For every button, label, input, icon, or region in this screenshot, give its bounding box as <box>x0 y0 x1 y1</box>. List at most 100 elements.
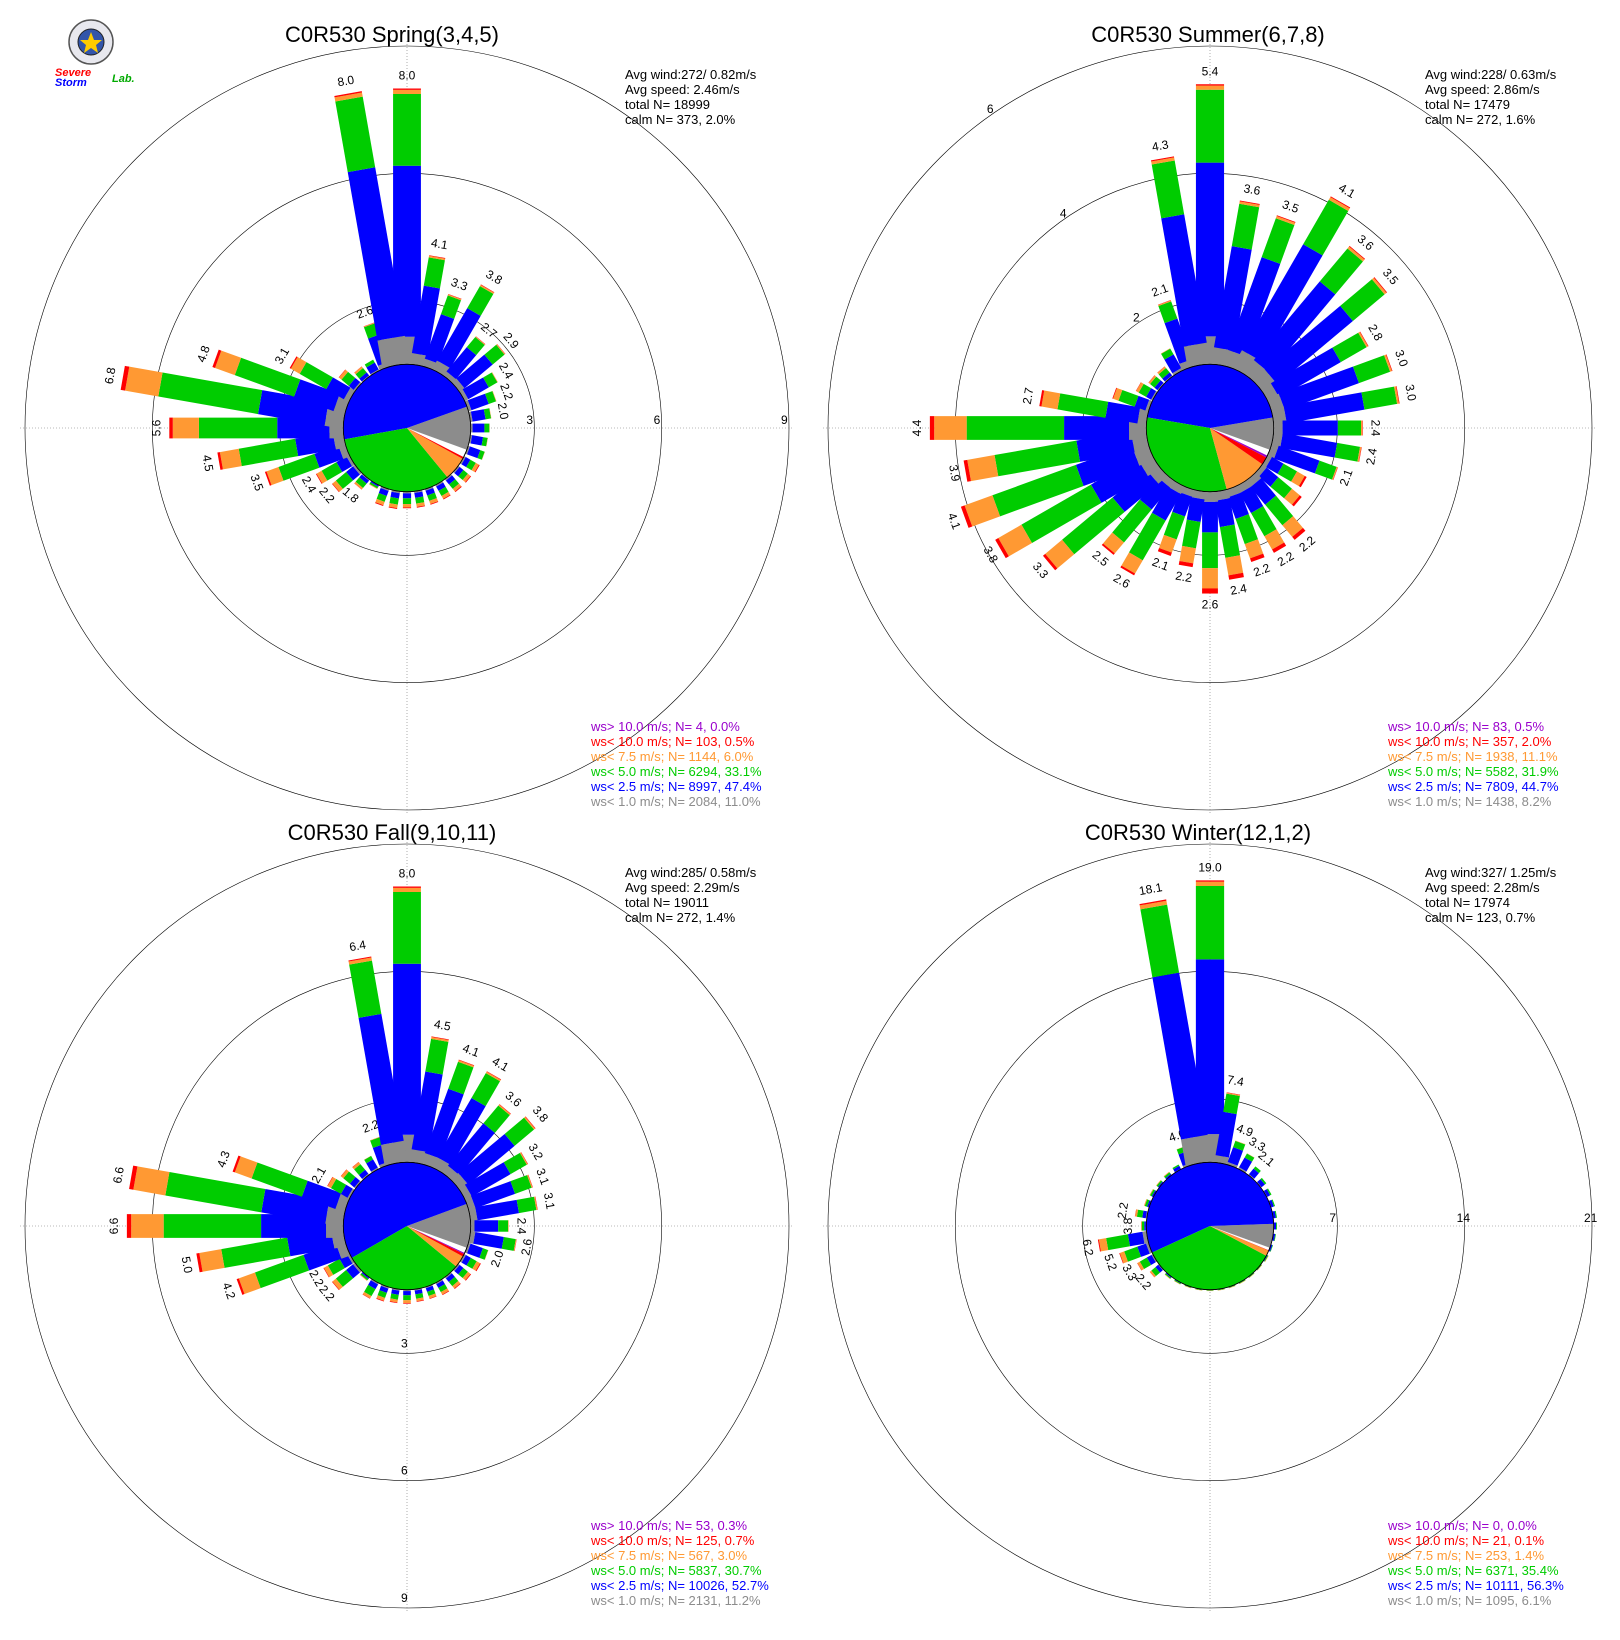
bar-segment-lt25 <box>1215 1111 1237 1158</box>
bar-segment-lt5 <box>1314 460 1337 480</box>
bar-data-label: 4.1 <box>430 236 449 253</box>
legend: ws> 10.0 m/s; N= 83, 0.5% ws< 10.0 m/s; … <box>1387 719 1559 809</box>
bar-segment-lt5 <box>458 470 468 481</box>
calm-pie-outline <box>342 1161 472 1291</box>
bar-segment-lt1 <box>1137 407 1149 425</box>
bar-segment-lt5 <box>992 464 1084 517</box>
bar-segment-lt25 <box>436 482 446 491</box>
stat-avg-wind: Avg wind:228/ 0.63m/s <box>1425 67 1557 82</box>
bar-data-label: 5.2 <box>1101 1252 1120 1273</box>
bar-segment-lt5 <box>477 450 485 460</box>
bar-segment-lt1 <box>442 1165 460 1183</box>
bar-segment-lt5 <box>1140 904 1180 978</box>
bar-segment-lt1 <box>432 360 451 377</box>
bar-segment-lt25 <box>346 1264 360 1279</box>
bar-segment-lt75 <box>1121 552 1143 574</box>
bar-data-label: 2.2 <box>1115 1201 1132 1220</box>
bar-data-label: 4.8 <box>194 343 213 364</box>
bar-segment-lt75 <box>471 462 479 472</box>
bar-segment-lt1 <box>332 430 346 450</box>
bar-segment-lt25 <box>361 1272 370 1279</box>
panel-title: C0R530 Summer(6,7,8) <box>1091 22 1325 47</box>
bar-segment-lt25 <box>358 1169 369 1179</box>
stat-calm-n: calm N= 123, 0.7% <box>1425 910 1536 925</box>
bar-segment-lt5 <box>1261 218 1295 264</box>
bar-segment-lt75 <box>323 1265 334 1278</box>
bar-data-label: 2.9 <box>500 330 522 352</box>
bar-segment-lt5 <box>254 1254 310 1289</box>
bar-segment-lt25 <box>359 474 370 484</box>
bar-data-label: 3.0 <box>1402 383 1419 402</box>
bar-segment-lt25 <box>414 491 424 498</box>
bar-segment-lt75 <box>376 1295 386 1301</box>
ring-label: 9 <box>781 413 788 427</box>
bar-segment-lt25 <box>370 481 379 487</box>
bar-segment-lt75 <box>1264 529 1285 550</box>
calm-pie-slice-lt5 <box>1152 1226 1267 1290</box>
bar-segment-lt25 <box>1239 1157 1253 1172</box>
bar-segment-lt25 <box>461 1254 471 1266</box>
bar-segment-lt75 <box>352 1162 361 1170</box>
calm-pie-slice-lt25 <box>343 1162 467 1258</box>
bar-data-label: 3.8 <box>1121 1217 1135 1234</box>
bar-segment-lt75 <box>332 480 343 492</box>
ring-label: 7 <box>1329 1211 1336 1225</box>
bar-data-label: 3.3 <box>449 275 470 294</box>
bar-segment-lt5 <box>425 1038 449 1075</box>
stat-avg-speed: Avg speed: 2.86m/s <box>1425 82 1540 97</box>
bar-segment-lt25 <box>1105 401 1141 424</box>
bar-segment-lt5 <box>1124 1246 1141 1262</box>
logo-text-storm: Storm <box>55 77 87 89</box>
bar-segment-lt25 <box>261 1188 330 1224</box>
panel-title: C0R530 Spring(3,4,5) <box>285 22 499 47</box>
bar-segment-lt10 <box>289 356 298 369</box>
bar-segment-lt1 <box>450 1172 469 1192</box>
bar-segment-lt25 <box>1239 486 1264 514</box>
bar-segment-lt10 <box>1298 475 1307 488</box>
bar-segment-lt5 <box>485 391 497 405</box>
bar-segment-lt75 <box>496 344 506 355</box>
bar-segment-lt25 <box>1264 305 1353 385</box>
bar-segment-lt1 <box>1145 1242 1153 1254</box>
calm-pie-slice-lt5 <box>351 1226 457 1290</box>
calm-pie-outline <box>342 363 472 493</box>
bar-segment-lt75 <box>416 502 425 507</box>
bar-data-label: 2.7 <box>1020 386 1037 405</box>
bar-segment-lt5 <box>1112 499 1152 543</box>
bar-segment-lt75 <box>199 1249 225 1272</box>
bar-segment-lt1 <box>1262 454 1272 468</box>
calm-pie-slice-lt10 <box>1210 1226 1269 1251</box>
bar-segment-lt5 <box>369 482 379 489</box>
calm-pie-slice-lt75 <box>1210 1226 1269 1256</box>
bar-segment-lt75 <box>1384 354 1392 372</box>
bar-data-label: 2.5 <box>1090 548 1112 570</box>
bar-segment-lt75 <box>354 366 363 375</box>
bar-segment-lt1 <box>324 401 347 429</box>
bar-data-label: 5.6 <box>149 419 163 436</box>
bar-segment-lt1 <box>1243 360 1270 386</box>
bar-segment-lt25 <box>467 393 489 411</box>
bar-segment-lt1 <box>1179 485 1195 497</box>
bar-data-label: 3.6 <box>503 1088 525 1110</box>
bar-segment-lt25 <box>314 445 344 468</box>
bar-segment-lt75 <box>1328 197 1350 211</box>
bar-segment-lt5 <box>335 96 376 173</box>
bar-segment-lt25 <box>1147 1200 1151 1208</box>
bar-segment-lt1 <box>1260 383 1280 404</box>
legend-entry-gt10: ws> 10.0 m/s; N= 0, 0.0% <box>1387 1518 1537 1533</box>
bar-segment-lt25 <box>1263 1189 1271 1197</box>
bar-segment-lt5 <box>299 362 333 390</box>
bar-segment-lt75 <box>327 1177 337 1189</box>
ring-label: 6 <box>654 413 661 427</box>
bar-segment-lt5 <box>1151 160 1185 219</box>
bar-segment-lt10 <box>1373 277 1388 293</box>
bar-data-label: 2.4 <box>1229 581 1248 598</box>
bar-segment-lt1 <box>1267 443 1279 459</box>
calm-pie-slice-lt10 <box>1210 428 1267 465</box>
bar-data-label: 2.1 <box>1150 281 1171 300</box>
bar-segment-lt25 <box>347 167 405 341</box>
calm-pie-slice-lt75 <box>407 428 463 478</box>
bar-segment-lt75 <box>1347 246 1365 262</box>
bar-segment-lt10 <box>1272 542 1287 553</box>
bar-segment-lt75 <box>462 1271 471 1281</box>
